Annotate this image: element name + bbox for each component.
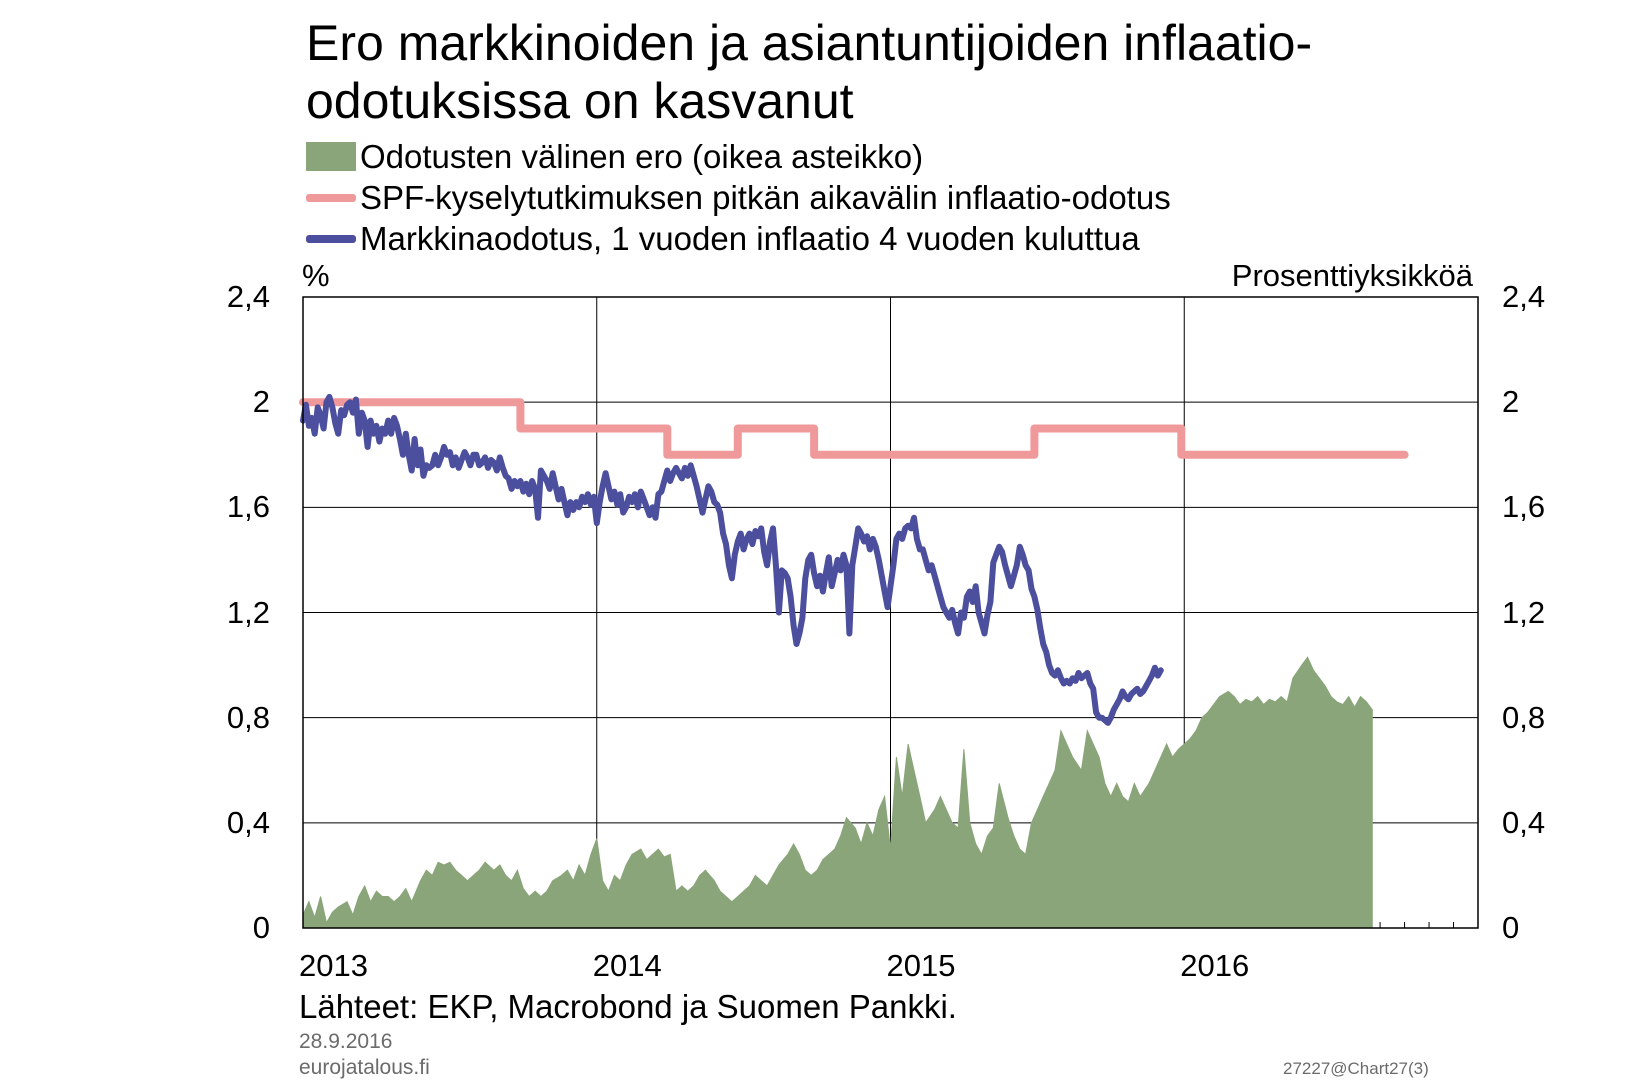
y-tick-label-left: 0,8	[226, 699, 270, 735]
y-tick-label-left: 1,6	[226, 489, 270, 525]
y-tick-label-left: 1,2	[226, 594, 270, 630]
series-spf-line	[299, 398, 1409, 459]
series-gap-area	[302, 656, 1373, 929]
y-tick-label-right: 2	[1502, 384, 1520, 420]
legend-swatch-spf	[306, 194, 356, 202]
x-tick-label: 2016	[1180, 948, 1250, 983]
y-tick-label-right: 0	[1502, 910, 1520, 945]
x-tick-label: 2013	[299, 948, 368, 983]
source-note: Lähteet: EKP, Macrobond ja Suomen Pankki…	[299, 988, 957, 1025]
legend-item-market: Markkinaodotus, 1 vuoden inflaatio 4 vuo…	[306, 218, 1171, 259]
right-axis-unit: Prosenttiyksikköä	[1231, 258, 1473, 293]
y-tick-label-right: 0,8	[1502, 699, 1546, 735]
chart-id: 27227@Chart27(3)	[1283, 1059, 1429, 1078]
legend-label-spf: SPF-kyselytutkimuksen pitkän aikavälin i…	[360, 179, 1171, 216]
site-name: eurojatalous.fi	[299, 1056, 430, 1079]
legend-item-spf: SPF-kyselytutkimuksen pitkän aikavälin i…	[306, 177, 1171, 218]
x-tick-label: 2014	[592, 948, 662, 983]
y-tick-label-right: 1,6	[1502, 489, 1546, 525]
legend-swatch-gap	[306, 142, 356, 171]
plot-frame	[302, 296, 1479, 929]
y-tick-label-left: 2,4	[226, 279, 270, 314]
legend-label-market: Markkinaodotus, 1 vuoden inflaatio 4 vuo…	[360, 220, 1140, 257]
series-market-line	[300, 393, 1164, 726]
y-tick-label-left: 0	[252, 910, 270, 945]
y-tick-label-right: 1,2	[1502, 594, 1546, 630]
y-tick-label-left: 0,4	[226, 804, 270, 840]
legend-swatch-market	[306, 235, 356, 243]
y-tick-label-right: 0,4	[1502, 804, 1546, 840]
publish-date: 28.9.2016	[299, 1030, 393, 1053]
y-tick-label-left: 2	[252, 384, 270, 420]
chart-title: Ero markkinoiden ja asiantuntijoiden inf…	[306, 15, 1313, 129]
x-tick-label: 2015	[886, 948, 956, 983]
y-tick-label-right: 2,4	[1502, 279, 1546, 314]
left-axis-unit: %	[302, 258, 330, 293]
legend-item-gap: Odotusten välinen ero (oikea asteikko)	[306, 136, 1171, 177]
legend-label-gap: Odotusten välinen ero (oikea asteikko)	[360, 138, 924, 175]
legend: Odotusten välinen ero (oikea asteikko) S…	[306, 136, 1171, 259]
